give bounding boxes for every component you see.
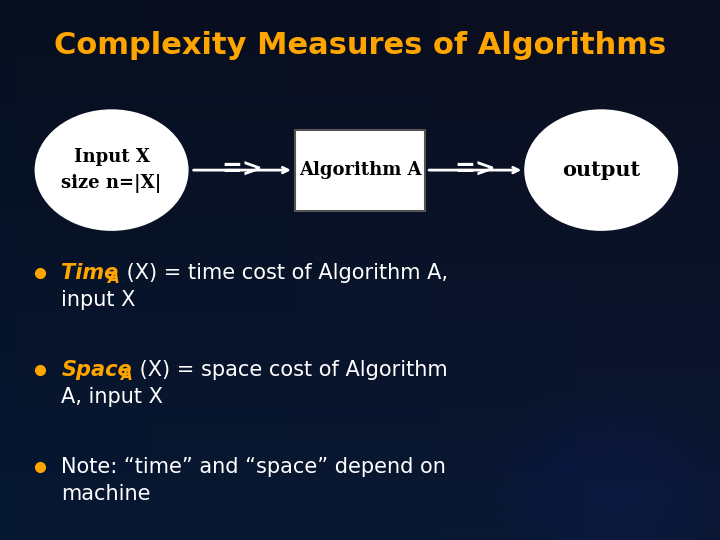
Text: A: A — [121, 368, 132, 383]
Text: output: output — [562, 160, 640, 180]
Text: Input X: Input X — [73, 147, 150, 166]
Text: A, input X: A, input X — [61, 387, 163, 407]
Text: A: A — [108, 271, 120, 286]
Text: (X) = time cost of Algorithm A,: (X) = time cost of Algorithm A, — [120, 262, 449, 283]
Text: Algorithm A: Algorithm A — [299, 161, 421, 179]
Ellipse shape — [36, 111, 187, 230]
Text: Time: Time — [61, 262, 119, 283]
Text: input X: input X — [61, 289, 135, 310]
Ellipse shape — [526, 111, 677, 230]
Text: =>: => — [454, 158, 496, 182]
Text: Complexity Measures of Algorithms: Complexity Measures of Algorithms — [54, 31, 666, 60]
Text: size n=|X|: size n=|X| — [61, 174, 162, 193]
FancyBboxPatch shape — [295, 130, 425, 211]
Text: Space: Space — [61, 360, 132, 380]
Text: =>: => — [222, 158, 263, 182]
Text: (X) = space cost of Algorithm: (X) = space cost of Algorithm — [133, 360, 448, 380]
Text: Note: “time” and “space” depend on: Note: “time” and “space” depend on — [61, 457, 446, 477]
Text: machine: machine — [61, 484, 150, 504]
